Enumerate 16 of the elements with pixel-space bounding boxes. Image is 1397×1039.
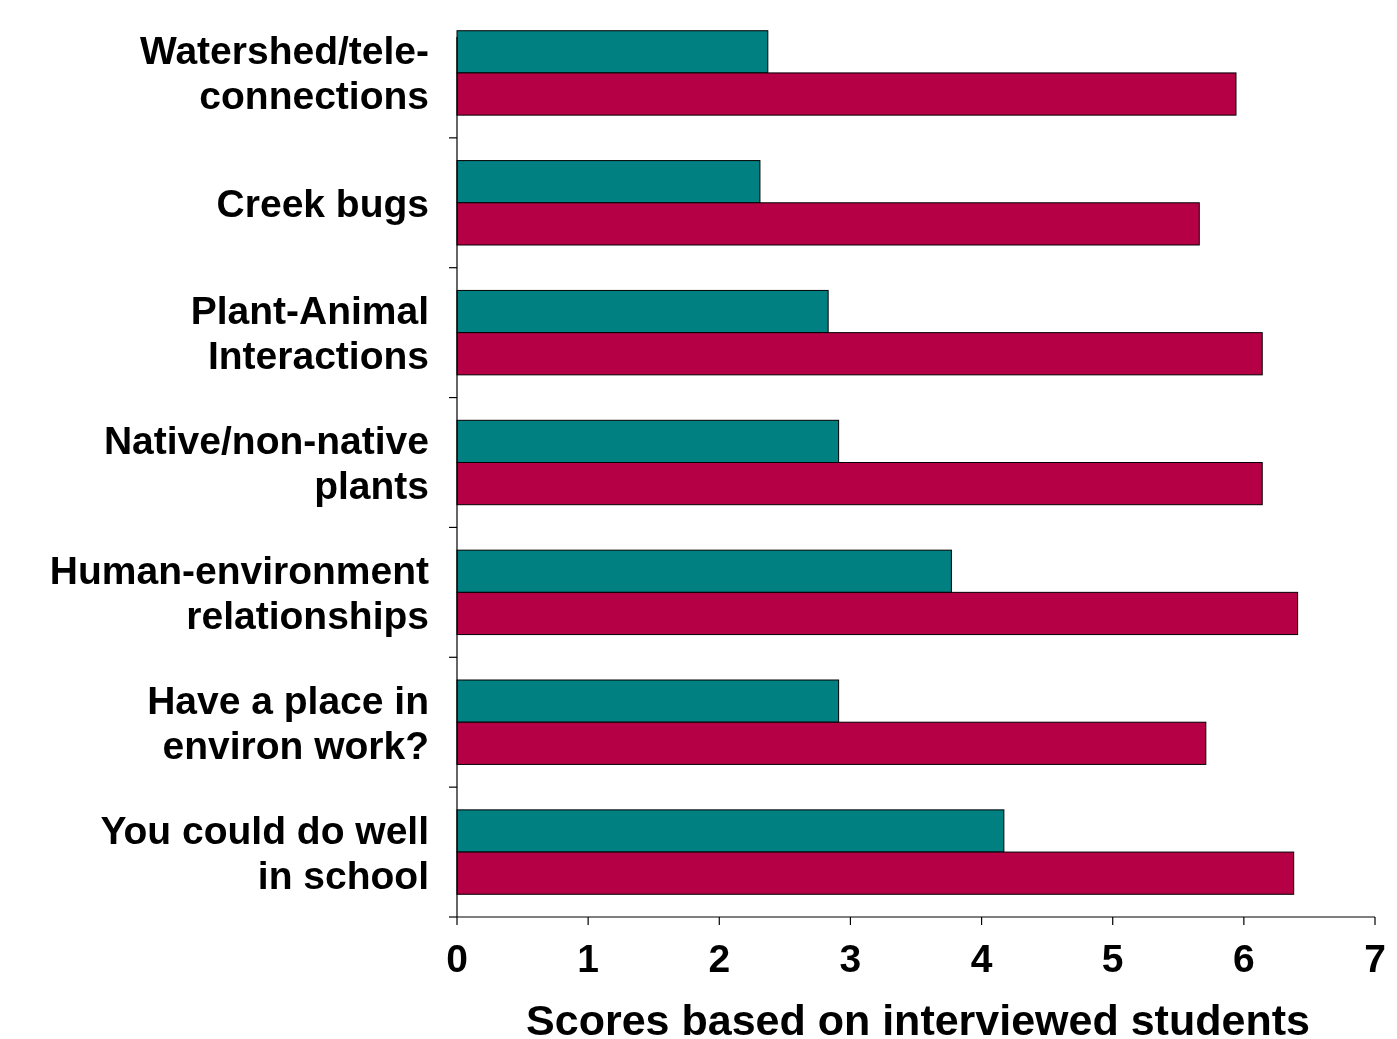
x-tick-label: 4 xyxy=(970,937,993,980)
x-tick-label: 3 xyxy=(839,937,862,980)
x-tick-label: 1 xyxy=(577,937,599,980)
x-tick-label: 0 xyxy=(446,937,468,980)
y-tick-label: Watershed/tele- connections xyxy=(140,29,429,118)
x-axis-title: Scores based on interviewed students xyxy=(526,996,1310,1039)
y-tick-label: Creek bugs xyxy=(216,181,429,225)
x-tick-label: 7 xyxy=(1364,937,1386,980)
y-tick-label: Human-environment relationships xyxy=(49,548,430,637)
y-tick-label: You could do well in school xyxy=(100,808,429,897)
x-tick-label: 6 xyxy=(1233,937,1255,980)
x-tick-label: 2 xyxy=(708,937,731,980)
y-tick-label: Native/non-native plants xyxy=(103,419,429,507)
y-tick-label: Plant-Animal Interactions xyxy=(190,289,429,378)
x-tick-label: 5 xyxy=(1101,937,1124,980)
y-tick-label: Have a place in environ work? xyxy=(147,678,429,767)
